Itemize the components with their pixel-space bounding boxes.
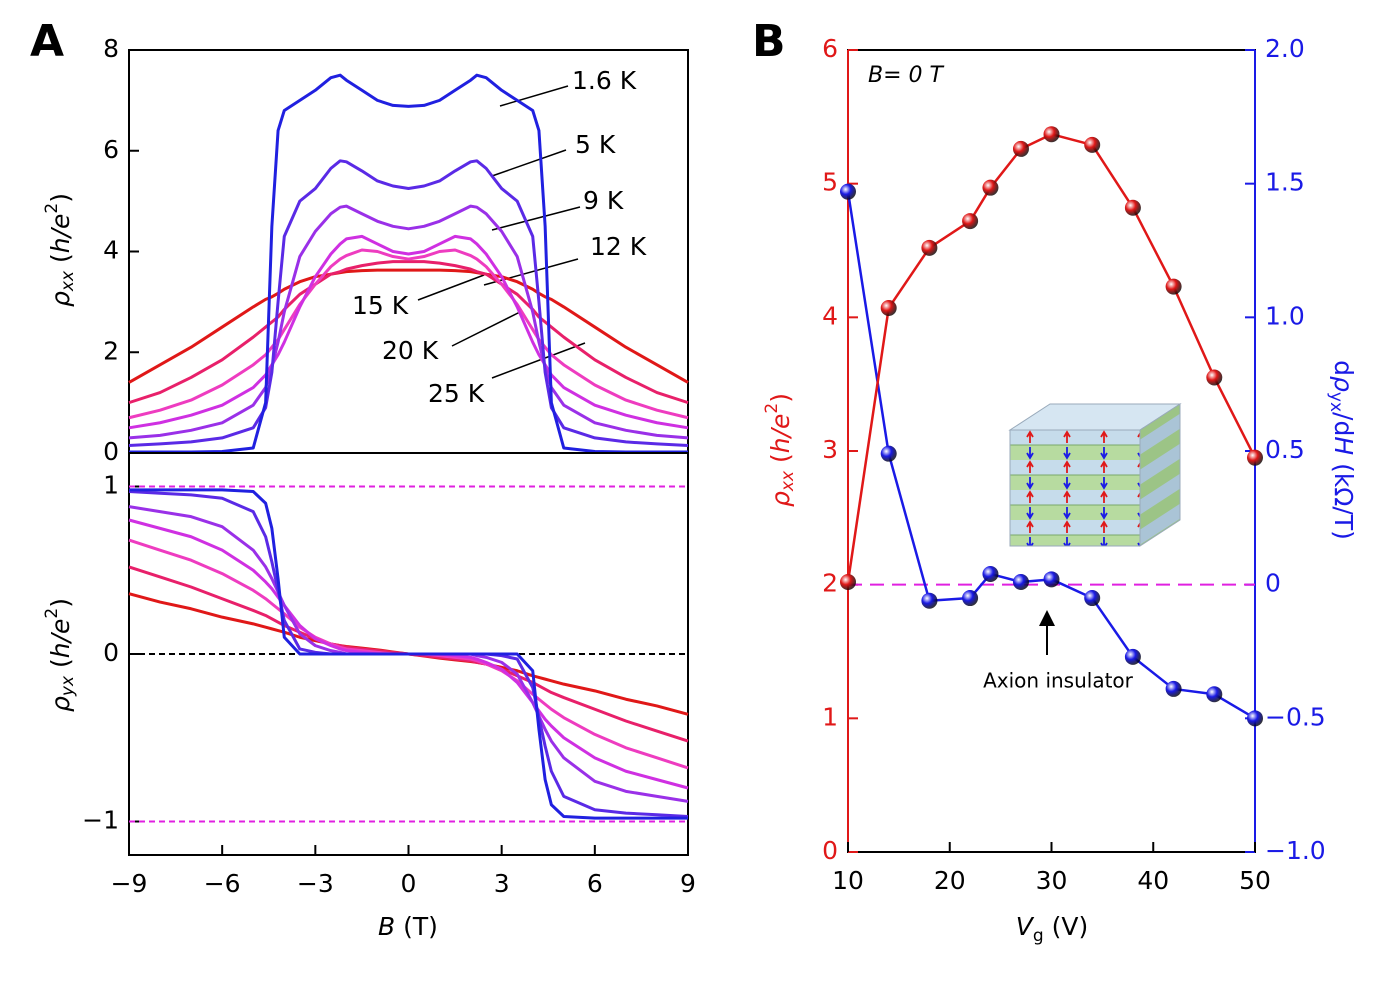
data-point	[1012, 140, 1029, 157]
x-tick-label: 40	[1137, 866, 1169, 895]
series-line	[128, 234, 689, 430]
x-tick-label: −3	[297, 869, 334, 898]
y2-tick-label: −1.0	[1265, 836, 1326, 865]
data-point	[982, 179, 999, 196]
y-tick-label: 8	[103, 34, 119, 63]
y2-tick-label: 1.5	[1265, 168, 1305, 197]
y-tick-label: 1	[822, 702, 838, 731]
data-point	[921, 239, 938, 256]
data-point	[1084, 136, 1101, 153]
series-line	[846, 132, 1257, 583]
data-point	[921, 592, 938, 609]
y-tick-label: 6	[103, 135, 119, 164]
series-line	[129, 488, 688, 820]
series-label: 15 K	[352, 291, 409, 320]
data-point	[840, 573, 856, 590]
y-tick-label: 3	[822, 435, 838, 464]
y-tick-label: −1	[82, 806, 119, 835]
data-point	[962, 213, 979, 230]
data-point	[1124, 199, 1141, 216]
y-tick-label: 2	[103, 336, 119, 365]
y2-tick-label: −0.5	[1265, 702, 1326, 731]
y-tick-label: 1	[103, 471, 119, 500]
series-label: 25 K	[428, 379, 485, 408]
data-point	[1206, 686, 1223, 703]
inset-diagram	[1008, 403, 1182, 547]
data-point	[1247, 449, 1263, 466]
x-tick-label: 9	[680, 869, 696, 898]
x-tick-label: 50	[1239, 866, 1271, 895]
data-point	[1247, 710, 1263, 727]
x-tick-label: 10	[832, 866, 864, 895]
series-label: 9 K	[583, 186, 624, 215]
data-point	[962, 590, 979, 607]
series-line	[128, 159, 689, 447]
y-tick-label: 4	[822, 301, 838, 330]
series-line	[129, 73, 688, 454]
y2-tick-label: 0	[1265, 569, 1281, 598]
x-tick-label: 30	[1036, 866, 1068, 895]
y-tick-label: 2	[822, 569, 838, 598]
y2-tick-label: 0.5	[1265, 435, 1305, 464]
series-label: 20 K	[382, 336, 439, 365]
series-label: 12 K	[590, 232, 647, 261]
y2-axis-label: dρyx/dH (kΩ/T)	[1326, 360, 1358, 540]
annotation: B= 0 T	[868, 63, 945, 88]
y-tick-label: 6	[822, 34, 838, 63]
x-tick-label: 6	[587, 869, 603, 898]
x-axis-label: Vg (V)	[1016, 912, 1088, 946]
series-label: 1.6 K	[572, 66, 637, 95]
y2-tick-label: 1.0	[1265, 301, 1305, 330]
y-tick-label: 0	[103, 638, 119, 667]
x-tick-label: 3	[494, 869, 510, 898]
x-tick-label: 20	[934, 866, 966, 895]
data-point	[840, 183, 856, 200]
data-point	[1165, 680, 1182, 697]
panel-label: B	[752, 16, 786, 67]
data-point	[982, 565, 999, 582]
data-point	[1084, 590, 1101, 607]
y-tick-label: 5	[822, 168, 838, 197]
data-point	[880, 445, 897, 462]
annotation: Axion insulator	[983, 669, 1134, 693]
y-axis-label: ρxx (h/e2)	[42, 193, 78, 307]
data-point	[880, 299, 897, 316]
x-tick-label: −9	[111, 869, 148, 898]
series-label: 5 K	[575, 130, 616, 159]
x-tick-label: 0	[401, 869, 417, 898]
data-point	[1124, 648, 1141, 665]
data-point	[1165, 278, 1182, 295]
y-tick-label: 0	[822, 836, 838, 865]
x-axis-label: B (T)	[378, 912, 438, 941]
x-tick-label: −6	[204, 869, 241, 898]
series-line	[128, 248, 689, 420]
data-point	[1012, 573, 1029, 590]
data-point	[1043, 571, 1060, 588]
data-point	[1206, 369, 1223, 386]
data-point	[1043, 126, 1060, 143]
y-axis-label: ρxx (h/e2)	[762, 393, 798, 507]
y-axis-label: ρyx (h/e2)	[42, 598, 78, 712]
panel-label: A	[30, 16, 64, 67]
y-tick-label: 4	[103, 236, 119, 265]
series-line	[128, 204, 689, 440]
y-tick-label: 0	[103, 437, 119, 466]
y2-tick-label: 2.0	[1265, 34, 1305, 63]
